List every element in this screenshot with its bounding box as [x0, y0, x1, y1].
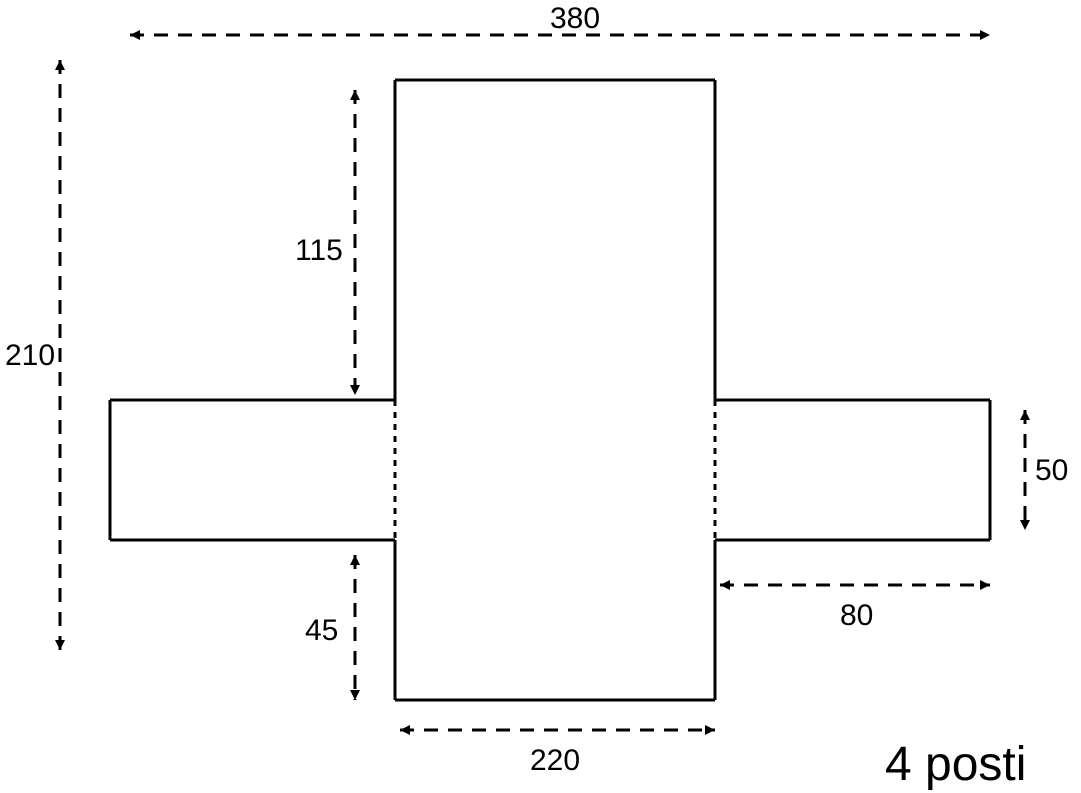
dim-right-width: 80: [840, 599, 873, 632]
dim-right-height: 50: [1035, 454, 1068, 487]
dim-bottom: 220: [530, 744, 580, 777]
title: 4 posti: [885, 738, 1026, 791]
dim-top: 380: [550, 2, 600, 35]
dim-upper-inner: 115: [295, 234, 343, 267]
dim-left-total: 210: [5, 339, 55, 372]
dim-lower-inner: 45: [305, 614, 338, 647]
dimension-drawing: 380 210 115 45 50 80 220 4 posti: [0, 0, 1081, 793]
